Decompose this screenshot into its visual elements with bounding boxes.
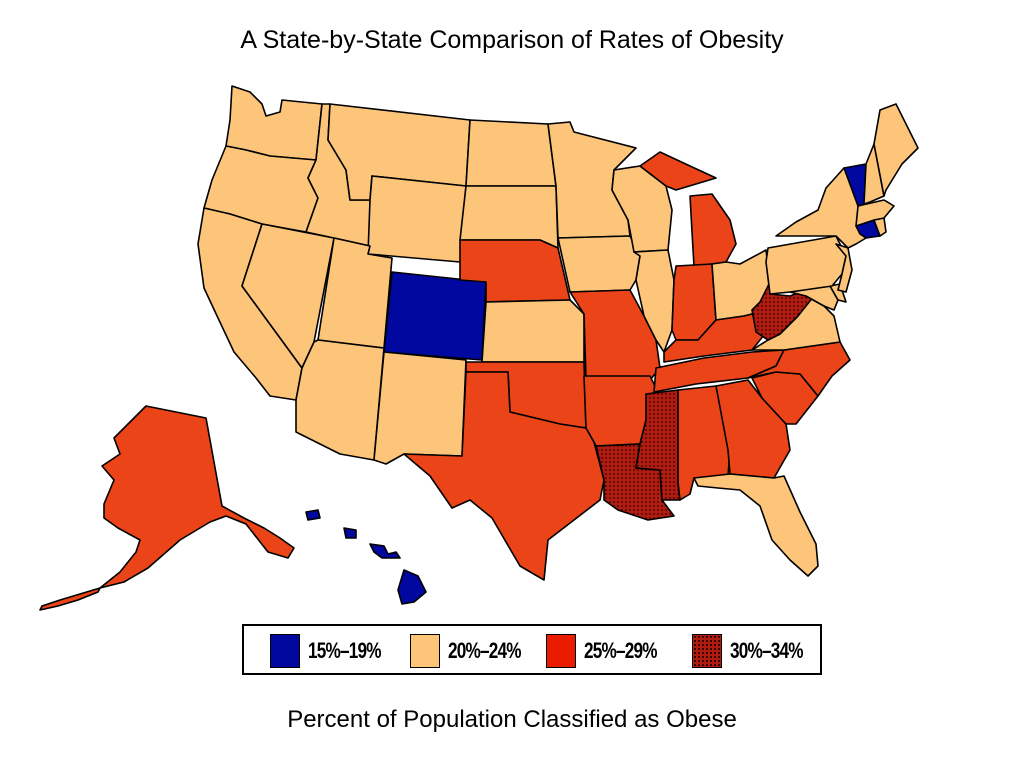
legend-swatch-30-34: [692, 634, 722, 668]
legend: 15%–19% 20%–24% 25%–29% 30%–34%: [242, 624, 822, 675]
state-ME[interactable]: [873, 103, 919, 197]
state-GA[interactable]: [715, 379, 791, 479]
state-DE[interactable]: [829, 283, 847, 303]
state-IL[interactable]: [633, 249, 675, 353]
map-caption: Percent of Population Classified as Obes…: [287, 706, 737, 733]
state-NJ[interactable]: [835, 243, 853, 293]
legend-label-25-29: 25%–29%: [584, 638, 658, 663]
map-title: A State-by-State Comparison of Rates of …: [240, 26, 784, 54]
state-NH[interactable]: [863, 143, 885, 205]
state-WY[interactable]: [367, 175, 467, 263]
state-WV[interactable]: [751, 281, 815, 341]
state-MI-upper[interactable]: [639, 151, 717, 191]
state-SD[interactable]: [459, 185, 559, 249]
state-NC[interactable]: [747, 341, 851, 397]
legend-label-15-19: 15%–19%: [308, 638, 382, 663]
state-PA[interactable]: [765, 235, 847, 295]
state-KS[interactable]: [481, 299, 585, 363]
state-AZ[interactable]: [295, 339, 385, 461]
state-HI-maui[interactable]: [369, 543, 401, 559]
legend-swatch-20-24: [410, 634, 440, 668]
state-IA[interactable]: [557, 235, 641, 293]
state-MI[interactable]: [689, 193, 737, 267]
state-NM[interactable]: [373, 351, 467, 465]
legend-label-20-24: 20%–24%: [448, 638, 522, 663]
state-MA[interactable]: [855, 199, 895, 227]
state-HI-kauai[interactable]: [305, 509, 321, 521]
state-CO[interactable]: [383, 271, 487, 361]
state-AK-islands[interactable]: [39, 587, 101, 611]
state-HI-big[interactable]: [397, 569, 427, 605]
state-HI-oahu[interactable]: [343, 527, 357, 539]
state-ND[interactable]: [465, 119, 557, 187]
legend-item-25-29: 25%–29%: [546, 634, 677, 668]
state-TX[interactable]: [403, 371, 605, 581]
state-FL[interactable]: [693, 473, 819, 577]
legend-swatch-15-19: [270, 634, 300, 668]
legend-swatch-25-29: [546, 634, 576, 668]
legend-item-30-34: 30%–34%: [692, 634, 823, 668]
legend-item-15-19: 15%–19%: [270, 634, 401, 668]
state-AK[interactable]: [99, 405, 295, 589]
legend-item-20-24: 20%–24%: [410, 634, 541, 668]
legend-label-30-34: 30%–34%: [730, 638, 804, 663]
